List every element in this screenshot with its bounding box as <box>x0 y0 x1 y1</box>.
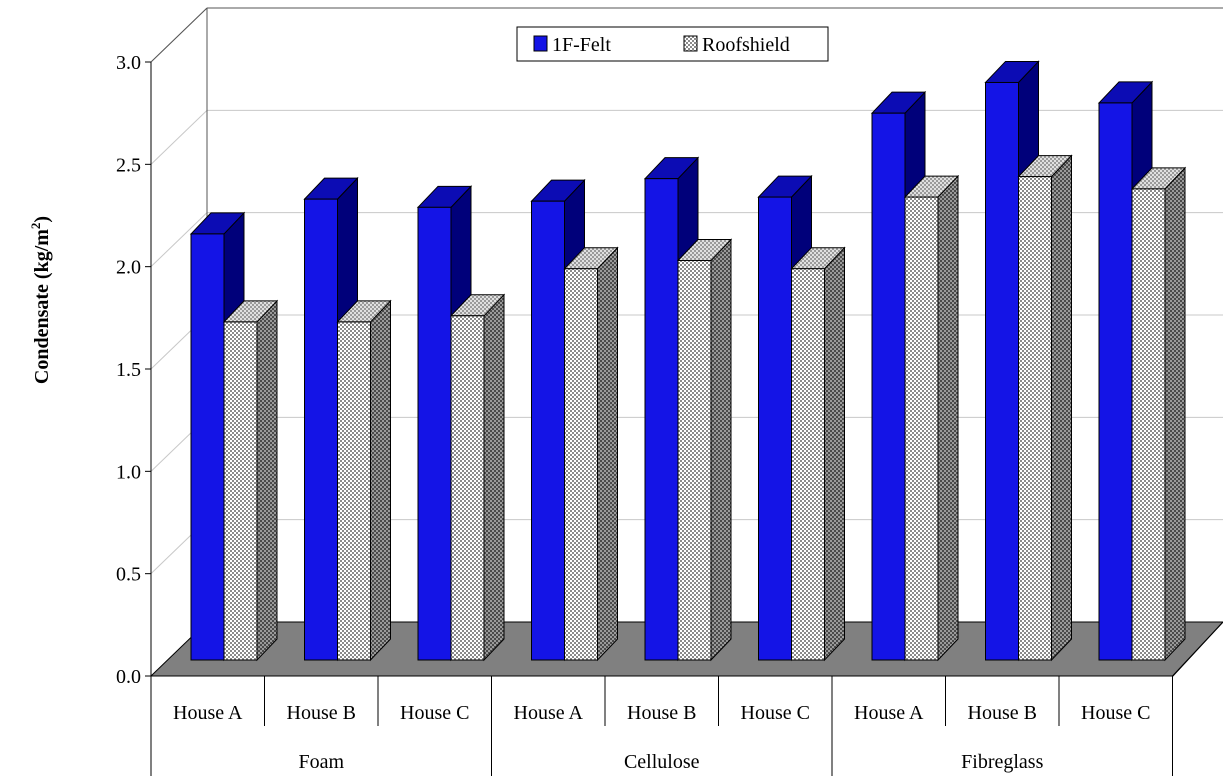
bar-side <box>710 238 732 662</box>
y-axis-title-close: ) <box>31 216 53 223</box>
bars <box>189 60 1187 662</box>
x-axis-corner <box>1172 621 1223 677</box>
bar-side <box>1051 154 1072 662</box>
x-category-label: House A <box>854 702 924 724</box>
x-group-label: Foam <box>298 751 344 773</box>
legend-swatch-roofshield <box>683 35 698 52</box>
x-category-label: House C <box>1081 702 1150 724</box>
bar-front <box>1018 176 1052 661</box>
bar-front <box>564 268 598 661</box>
y-axis-title-sup: 2 <box>28 223 43 230</box>
y-tick-label: 2.5 <box>116 154 141 176</box>
bar-roofshield-2 <box>449 293 506 662</box>
bar-front <box>304 198 338 661</box>
y-tick-label: 1.0 <box>116 461 141 483</box>
gridline-diag <box>150 109 208 165</box>
x-axis: House A House B House C House A House B House… <box>150 621 1223 776</box>
bar-front <box>1098 102 1133 661</box>
bar-roofshield-6 <box>903 174 960 662</box>
bar-front <box>223 321 258 661</box>
bar-front <box>904 196 939 661</box>
bar-front <box>337 321 371 661</box>
x-category-label: House B <box>287 702 356 724</box>
bar-side <box>1164 166 1186 662</box>
bar-front <box>758 196 792 661</box>
x-group-label: Fibreglass <box>961 751 1043 773</box>
y-axis-title: Condensate (kg/m2) <box>28 216 53 384</box>
legend-label-1f-felt: 1F-Felt <box>552 34 611 56</box>
x-group-label: Cellulose <box>624 751 700 773</box>
bar-roofshield-8 <box>1130 166 1187 662</box>
bar-front <box>417 206 452 661</box>
x-category-label: House C <box>741 702 810 724</box>
bar-roofshield-5 <box>790 246 846 662</box>
bar-front <box>190 233 225 661</box>
bar-front <box>644 178 679 661</box>
legend-box <box>516 26 829 62</box>
bar-side <box>256 299 278 662</box>
bar-side <box>597 246 618 662</box>
legend-swatch-1f-felt <box>533 35 548 52</box>
bar-roofshield-7 <box>1017 154 1073 662</box>
x-category-label: House A <box>173 702 243 724</box>
bar-front <box>677 260 712 661</box>
bar-front <box>871 112 906 661</box>
x-category-label: House A <box>514 702 584 724</box>
bar-front <box>985 81 1019 661</box>
bar-side <box>370 299 391 662</box>
bar-roofshield-4 <box>676 238 733 662</box>
bar-roofshield-1 <box>336 299 392 662</box>
legend: 1F-Felt Roofshield <box>516 26 829 62</box>
bar-front <box>450 315 485 661</box>
legend-label-roofshield: Roofshield <box>702 34 790 56</box>
bar-front <box>791 268 825 661</box>
x-category-label: House B <box>627 702 696 724</box>
bar-roofshield-3 <box>563 246 619 662</box>
y-tick-label: 0.0 <box>116 666 141 688</box>
bar-side <box>937 174 959 662</box>
y-tick-label: 3.0 <box>116 52 141 74</box>
bar-front <box>1131 188 1166 661</box>
gridline-diag <box>150 212 208 268</box>
bar-side <box>824 246 845 662</box>
x-category-label: House C <box>400 702 469 724</box>
side-wall-top <box>150 7 208 63</box>
y-tick-label: 0.5 <box>116 564 141 586</box>
y-tick-label: 2.0 <box>116 257 141 279</box>
bar-side <box>483 293 505 662</box>
bar-roofshield-0 <box>222 299 279 662</box>
x-category-label: House B <box>968 702 1037 724</box>
y-axis: 0.0 0.5 1.0 1.5 2.0 2.5 3.0 <box>116 52 152 688</box>
y-tick-label: 1.5 <box>116 359 141 381</box>
y-axis-title-main: Condensate (kg/m <box>31 229 53 384</box>
bar-front <box>531 200 565 661</box>
